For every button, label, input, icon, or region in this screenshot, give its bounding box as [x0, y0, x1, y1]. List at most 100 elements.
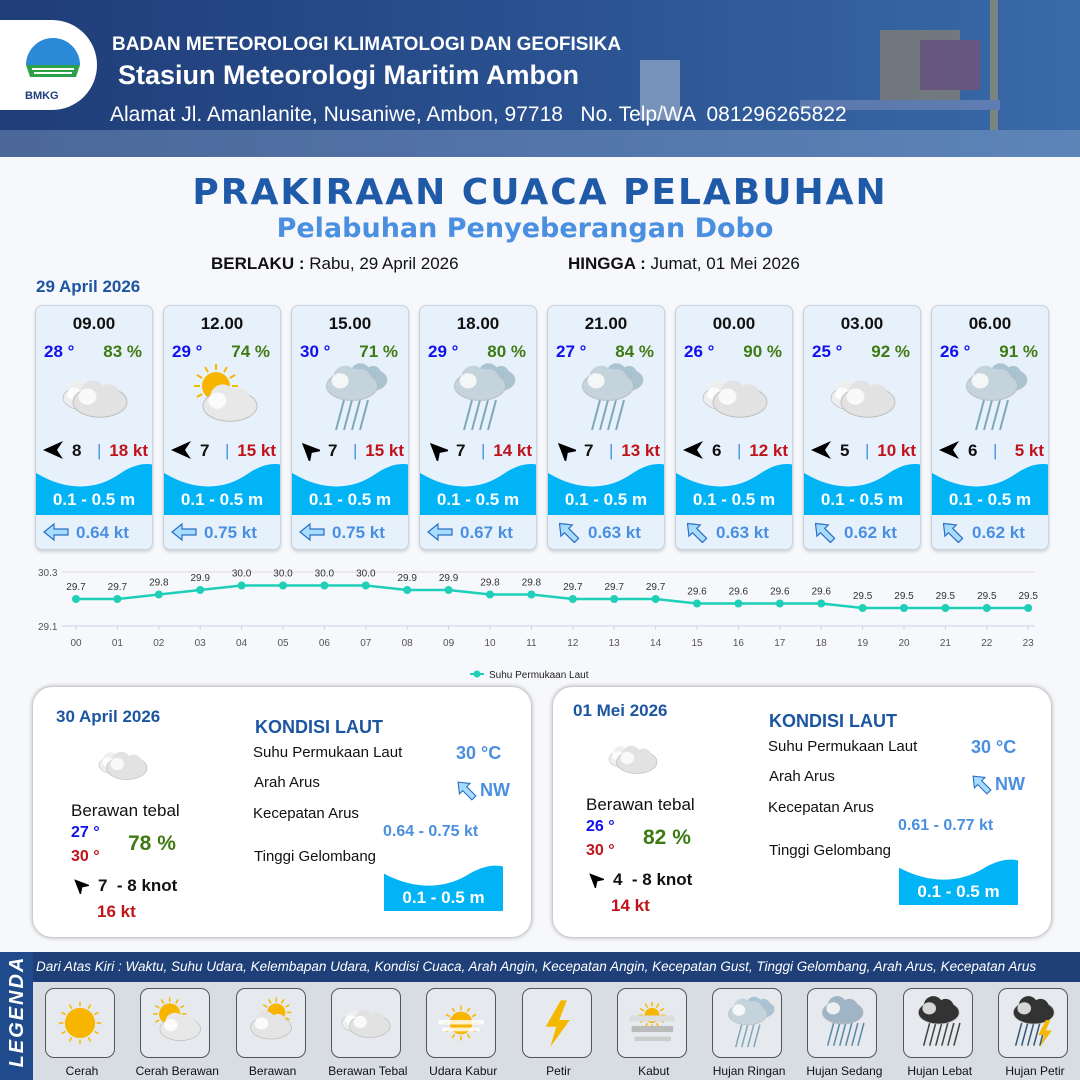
- gust-speed: 15 kt: [237, 441, 276, 460]
- wave-icon: [164, 464, 280, 515]
- legend-item-label: Hujan Lebat: [907, 1064, 973, 1078]
- current-row: 0.63 kt: [554, 519, 664, 545]
- berawan-tebal-weather-icon: [50, 358, 140, 438]
- current-speed: 0.63 kt: [588, 523, 641, 542]
- wind-speed: 5: [840, 441, 850, 460]
- gust-speed: 13 kt: [621, 441, 660, 460]
- hujan-ringan-icon: [712, 988, 783, 1058]
- data-point: [279, 581, 287, 590]
- legend-item-label: Hujan Sedang: [806, 1064, 883, 1078]
- wind-direction-arrow-icon: [554, 439, 579, 464]
- legend-marker: [473, 670, 481, 678]
- data-label: 29.7: [646, 582, 666, 593]
- sst-value: 30 °C: [456, 743, 502, 763]
- legend-item-label: Berawan Tebal: [328, 1064, 408, 1078]
- air-temperature: 25 °: [812, 342, 843, 361]
- separator: |: [609, 441, 614, 460]
- wave-icon: [899, 859, 1018, 905]
- wave-height-label: Tinggi Gelombang: [254, 848, 377, 865]
- sea-condition-title: KONDISI LAUT: [255, 717, 383, 737]
- x-tick-label: 14: [650, 638, 662, 649]
- data-point: [734, 599, 743, 608]
- air-temperature: 30 °: [300, 342, 331, 361]
- station-address: Alamat Jl. Amanlanite, Nusaniwe, Ambon, …: [110, 103, 847, 126]
- sst-value: 30 °C: [971, 737, 1017, 757]
- agency-name: BADAN METEOROLOGI KLIMATOLOGI DAN GEOFIS…: [112, 34, 622, 55]
- data-label: 30.0: [273, 569, 293, 580]
- data-point: [775, 599, 784, 608]
- x-tick-label: 10: [484, 638, 496, 649]
- data-label: 29.5: [977, 591, 997, 602]
- current-direction-arrow-icon: [426, 521, 454, 543]
- x-tick-label: 16: [733, 638, 745, 649]
- wind-row: 6 | 12 kt: [682, 439, 790, 461]
- wind-speed: 8: [72, 441, 82, 460]
- data-label: 30.0: [315, 569, 335, 580]
- current-speed: 0.64 kt: [76, 523, 129, 542]
- legend-label: Suhu Permukaan Laut: [489, 670, 589, 681]
- wave-icon: [420, 464, 536, 515]
- data-label: 29.6: [687, 587, 707, 598]
- legend-description: Dari Atas Kiri : Waktu, Suhu Udara, Kele…: [33, 952, 1080, 982]
- forecast-time: 06.00: [968, 314, 1012, 333]
- cerah-berawan-weather-icon: [178, 358, 268, 438]
- forecast-time: 18.00: [456, 314, 500, 333]
- wind-speed: 6: [968, 441, 978, 460]
- data-label: 29.9: [190, 573, 210, 584]
- current-speed: 0.63 kt: [716, 523, 769, 542]
- forecast-card: 09.00 28 ° 83 % 8 | 18 kt 0.1 - 0.5 m 0.…: [35, 305, 153, 550]
- data-point: [486, 590, 494, 599]
- humidity: 80 %: [487, 342, 526, 361]
- x-tick-label: 11: [526, 638, 537, 649]
- forecast-card: 06.00 26 ° 91 % 6 | 5 kt 0.1 - 0.5 m 0.6…: [931, 305, 1049, 550]
- air-temperature: 28 °: [44, 342, 75, 361]
- berawan-tebal-weather-icon: [818, 358, 908, 438]
- weather-condition: Berawan tebal: [71, 801, 180, 820]
- data-label: 29.8: [522, 578, 542, 589]
- x-tick-label: 19: [857, 638, 869, 649]
- wind-speed: 7: [200, 441, 210, 460]
- wave-height: 0.1 - 0.5 m: [436, 490, 520, 509]
- wave-icon: [548, 464, 664, 515]
- humidity: 92 %: [871, 342, 910, 361]
- max-temperature: 30 °: [586, 842, 615, 859]
- air-temperature: 27 °: [556, 342, 587, 361]
- data-point: [941, 604, 950, 612]
- wind-direction-arrow-icon: [170, 439, 192, 461]
- forecast-time: 12.00: [200, 314, 244, 333]
- data-label: 29.7: [604, 582, 624, 593]
- air-temperature: 29 °: [428, 342, 459, 361]
- wave-height-label: Tinggi Gelombang: [769, 842, 892, 859]
- legend-item-label: Udara Kabur: [429, 1064, 498, 1078]
- gust-speed: 18 kt: [109, 441, 148, 460]
- humidity: 83 %: [103, 342, 142, 361]
- legend-item-label: Petir: [546, 1064, 571, 1078]
- data-point: [403, 586, 412, 594]
- wind-direction-arrow-icon: [42, 439, 64, 461]
- legend-title: LEGENDA: [6, 955, 28, 1068]
- separator: |: [993, 441, 998, 460]
- legend: LEGENDA Dari Atas Kiri : Waktu, Suhu Uda…: [0, 952, 1080, 1080]
- data-point: [1024, 604, 1033, 612]
- wind-row: 7 | 15 kt: [298, 439, 406, 464]
- humidity: 82 %: [643, 826, 691, 849]
- wave-height: 0.1 - 0.5 m: [948, 490, 1032, 509]
- data-point: [154, 590, 163, 599]
- forecast-time: 00.00: [712, 314, 756, 333]
- current-direction-arrow-icon: [170, 521, 198, 543]
- petir-icon: [521, 988, 592, 1058]
- logo-text: BMKG: [25, 90, 59, 102]
- current-row: 0.75 kt: [298, 519, 408, 545]
- humidity: 84 %: [615, 342, 654, 361]
- data-point: [568, 595, 577, 603]
- data-label: 29.8: [480, 578, 500, 589]
- hujan-ringan-weather-icon: [562, 358, 652, 438]
- day-date: 30 April 2026: [56, 707, 161, 726]
- gust-speed: 5 kt: [1014, 441, 1044, 460]
- current-speed: 0.75 kt: [204, 523, 257, 542]
- current-row: 0.62 kt: [938, 519, 1048, 545]
- data-label: 30.0: [232, 569, 252, 580]
- cerah-icon: [45, 988, 115, 1058]
- hujan-sedang-icon: [807, 988, 878, 1058]
- hujan-ringan-weather-icon: [434, 358, 524, 438]
